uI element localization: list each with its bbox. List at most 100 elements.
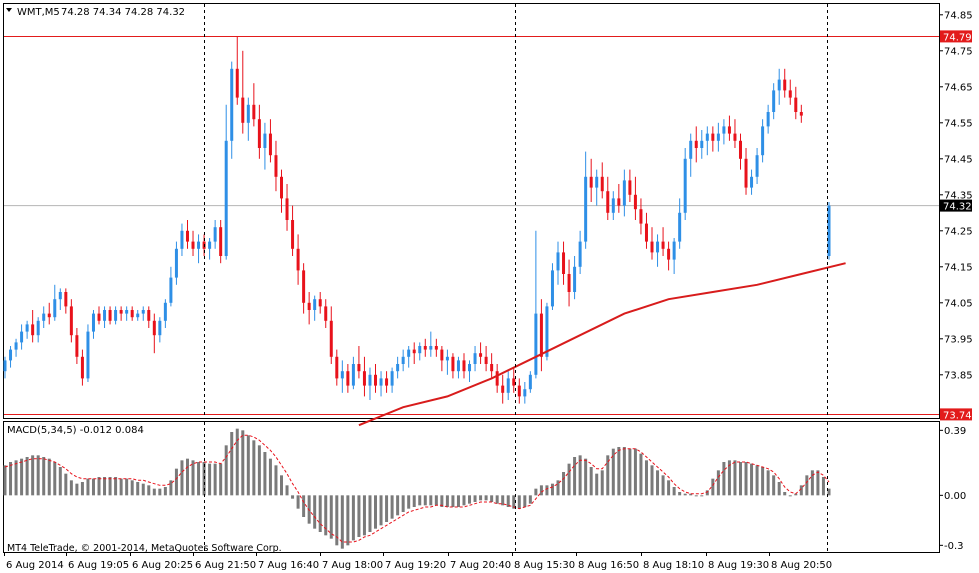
candle[interactable] (169, 266, 173, 307)
candle[interactable] (772, 83, 776, 120)
candle[interactable] (799, 104, 803, 123)
candle[interactable] (611, 191, 615, 220)
candle[interactable] (152, 313, 156, 354)
candle[interactable] (42, 306, 46, 328)
candle[interactable] (495, 364, 499, 393)
candle[interactable] (274, 140, 278, 192)
price-pane[interactable] (3, 36, 940, 427)
candle[interactable] (163, 299, 167, 328)
candle[interactable] (97, 306, 101, 325)
candle[interactable] (86, 324, 90, 382)
candle[interactable] (451, 353, 455, 379)
candle[interactable] (291, 205, 295, 256)
candle[interactable] (700, 130, 704, 159)
candle[interactable] (346, 364, 350, 393)
candle[interactable] (224, 104, 228, 260)
candle[interactable] (91, 310, 95, 339)
candle[interactable] (368, 367, 372, 400)
candle[interactable] (755, 148, 759, 184)
candle[interactable] (219, 220, 223, 264)
candle[interactable] (490, 353, 494, 379)
candle[interactable] (761, 119, 765, 163)
candle[interactable] (20, 324, 24, 350)
candle[interactable] (683, 148, 687, 220)
candle[interactable] (58, 288, 62, 310)
candle[interactable] (556, 241, 560, 285)
candle[interactable] (263, 122, 267, 170)
candle[interactable] (534, 230, 538, 379)
candle[interactable] (14, 338, 18, 357)
candle[interactable] (362, 356, 366, 397)
candle[interactable] (672, 238, 676, 274)
candle[interactable] (777, 68, 781, 105)
candle[interactable] (523, 382, 527, 404)
candle[interactable] (595, 169, 599, 206)
candle[interactable] (47, 302, 51, 325)
candle[interactable] (600, 162, 604, 199)
candle[interactable] (650, 227, 654, 260)
candle[interactable] (639, 198, 643, 235)
candle[interactable] (103, 306, 107, 328)
candle[interactable] (324, 299, 328, 328)
candle[interactable] (141, 306, 145, 321)
candle[interactable] (31, 310, 35, 343)
candle[interactable] (750, 169, 754, 195)
candle[interactable] (689, 133, 693, 177)
candle[interactable] (462, 353, 466, 379)
candle[interactable] (412, 342, 416, 364)
candle[interactable] (36, 317, 40, 343)
candle[interactable] (130, 306, 134, 321)
candle[interactable] (539, 299, 543, 372)
candle[interactable] (573, 256, 577, 300)
candle[interactable] (727, 115, 731, 141)
candle[interactable] (788, 79, 792, 105)
candle[interactable] (357, 346, 361, 379)
candle[interactable] (53, 284, 57, 321)
candle[interactable] (235, 36, 239, 105)
candle[interactable] (722, 119, 726, 145)
candle[interactable] (423, 338, 427, 357)
candle[interactable] (506, 371, 510, 400)
candle[interactable] (827, 202, 831, 260)
candle[interactable] (307, 292, 311, 325)
candle[interactable] (147, 306, 151, 328)
candle[interactable] (578, 230, 582, 274)
triangle-down-icon[interactable] (6, 8, 12, 12)
candle[interactable] (136, 310, 140, 321)
candle[interactable] (744, 148, 748, 195)
candle[interactable] (285, 184, 289, 231)
candle[interactable] (25, 320, 29, 339)
candle[interactable] (479, 342, 483, 364)
candle[interactable] (119, 306, 123, 321)
candle[interactable] (661, 227, 665, 256)
candle[interactable] (617, 184, 621, 213)
candle[interactable] (628, 169, 632, 202)
candle[interactable] (445, 349, 449, 375)
candle[interactable] (9, 346, 13, 368)
candle[interactable] (429, 331, 433, 357)
candle[interactable] (351, 356, 355, 390)
candle[interactable] (501, 374, 505, 404)
candle[interactable] (589, 158, 593, 202)
candle[interactable] (374, 364, 378, 393)
candle[interactable] (644, 212, 648, 249)
candle[interactable] (385, 371, 389, 393)
candle[interactable] (213, 220, 217, 249)
candle[interactable] (302, 263, 306, 314)
candle[interactable] (716, 122, 720, 152)
candle[interactable] (329, 306, 333, 364)
candle[interactable] (434, 338, 438, 357)
candle[interactable] (512, 367, 516, 393)
candle[interactable] (197, 234, 201, 264)
candle[interactable] (252, 83, 256, 127)
candle[interactable] (318, 292, 322, 314)
candle[interactable] (340, 360, 344, 393)
candle[interactable] (567, 259, 571, 307)
candle[interactable] (766, 104, 770, 134)
candle[interactable] (407, 346, 411, 368)
candle[interactable] (550, 263, 554, 310)
candle[interactable] (733, 119, 737, 148)
candle[interactable] (180, 223, 184, 256)
candle[interactable] (268, 119, 272, 163)
candle[interactable] (3, 356, 7, 379)
